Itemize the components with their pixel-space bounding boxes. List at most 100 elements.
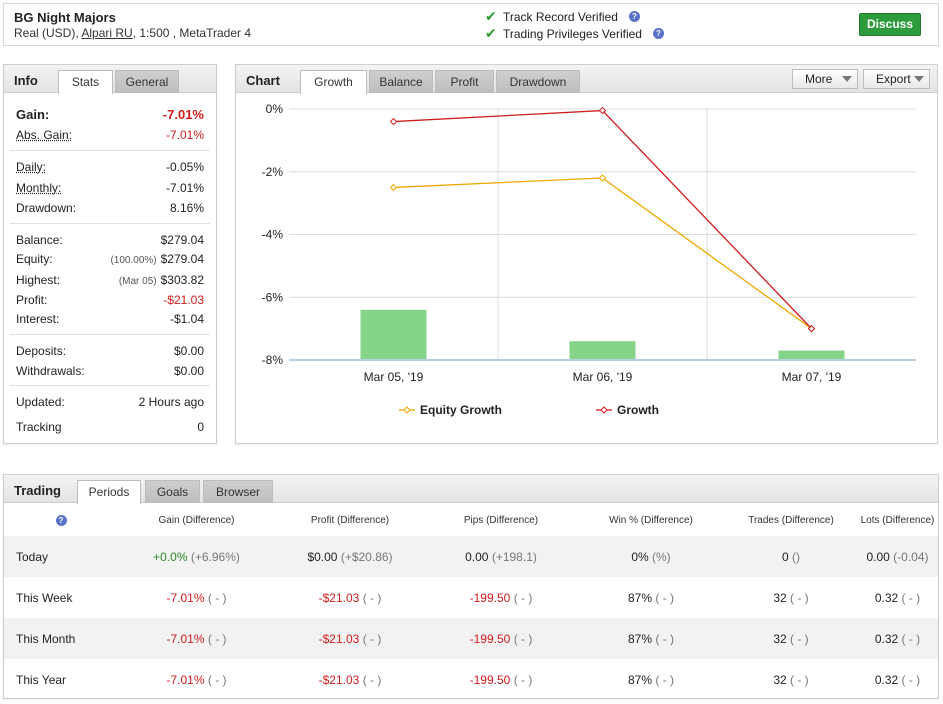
trading-privileges-label: Trading Privileges Verified bbox=[503, 26, 642, 41]
help-icon[interactable]: ? bbox=[652, 28, 664, 39]
tab-stats[interactable]: Stats bbox=[58, 70, 113, 94]
help-icon[interactable]: ? bbox=[55, 514, 67, 526]
abs-gain-label[interactable]: Abs. Gain: bbox=[16, 128, 73, 142]
tab-periods[interactable]: Periods bbox=[77, 480, 141, 504]
cell-difference: ( - ) bbox=[901, 590, 921, 605]
cell-value: 0.32 bbox=[874, 631, 899, 646]
period-cell: Today bbox=[4, 536, 118, 577]
pips-cell: -199.50 ( - ) bbox=[425, 618, 577, 659]
daily-label[interactable]: Daily: bbox=[16, 160, 47, 174]
equity-label: Equity: bbox=[16, 252, 53, 266]
drawdown-label: Drawdown: bbox=[16, 201, 77, 215]
cell-difference: ( - ) bbox=[790, 672, 809, 687]
profit-value: -$21.03 bbox=[163, 293, 204, 307]
lots-cell: 0.00 (-0.04) bbox=[857, 536, 938, 577]
cell-value: 0.32 bbox=[874, 590, 899, 605]
data-point bbox=[389, 117, 398, 126]
y-tick-label: -6% bbox=[262, 290, 284, 304]
table-row: This Month -7.01% ( - ) -$21.03 ( - ) -199.… bbox=[4, 618, 938, 659]
cell-value: 32 bbox=[773, 590, 787, 605]
period-cell: This Week bbox=[4, 577, 118, 618]
legend-label: Growth bbox=[617, 403, 659, 417]
deposits-row: Deposits: $0.00 bbox=[16, 344, 204, 358]
gain-cell: +0.0% (+6.96%) bbox=[118, 536, 275, 577]
cell-value: -$21.03 bbox=[318, 590, 360, 605]
period-cell: This Year bbox=[4, 659, 118, 700]
cell-value: $0.00 bbox=[307, 549, 338, 564]
tracking-label: Tracking bbox=[16, 420, 62, 434]
divider bbox=[10, 385, 210, 386]
monthly-value: -7.01% bbox=[165, 181, 204, 195]
period-label: This Month bbox=[16, 631, 76, 646]
tab-browser[interactable]: Browser bbox=[203, 480, 273, 503]
cell-value: -7.01% bbox=[166, 590, 205, 605]
tracking-value: 0 bbox=[197, 420, 204, 434]
monthly-label[interactable]: Monthly: bbox=[16, 181, 62, 195]
discuss-button[interactable]: Discuss bbox=[859, 13, 921, 36]
monthly-row: Monthly: -7.01% bbox=[16, 181, 204, 195]
equity-row: Equity: (100.00%) $279.04 bbox=[16, 252, 204, 266]
win-cell: 87% ( - ) bbox=[577, 618, 725, 659]
cell-difference: ( - ) bbox=[655, 590, 675, 605]
growth-chart: 0% -2% -4% -6% -8% Mar 05, '19 Mar 06, '19 Mar … bbox=[262, 102, 916, 417]
column-header: Lots (Difference) bbox=[860, 514, 935, 526]
interest-label: Interest: bbox=[16, 312, 60, 326]
cell-difference: (+198.1) bbox=[491, 549, 537, 564]
cell-value: -199.50 bbox=[469, 672, 511, 687]
updated-label: Updated: bbox=[16, 395, 65, 409]
cell-difference: () bbox=[792, 549, 801, 564]
export-label: Export bbox=[876, 72, 911, 86]
gain-label: Gain: bbox=[16, 107, 50, 122]
broker-link[interactable]: Alpari RU bbox=[81, 26, 133, 40]
column-header: Gain (Difference) bbox=[158, 514, 235, 526]
cell-value: +0.0% bbox=[153, 549, 188, 564]
data-point bbox=[598, 106, 607, 115]
info-tabbar: Info Stats General bbox=[4, 65, 216, 94]
pips-cell: 0.00 (+198.1) bbox=[425, 536, 577, 577]
tab-balance[interactable]: Balance bbox=[369, 70, 433, 93]
cell-difference: ( - ) bbox=[362, 631, 382, 646]
tab-profit[interactable]: Profit bbox=[435, 70, 494, 93]
cell-value: 0.32 bbox=[874, 672, 899, 687]
period-label: This Year bbox=[16, 672, 67, 687]
period-cell: This Month bbox=[4, 618, 118, 659]
column-header: Pips (Difference) bbox=[463, 514, 539, 526]
tab-goals[interactable]: Goals bbox=[145, 480, 200, 503]
abs-gain-row: Abs. Gain: -7.01% bbox=[16, 128, 204, 142]
deposits-value: $0.00 bbox=[173, 344, 204, 358]
lots-cell: 0.32 ( - ) bbox=[857, 659, 938, 700]
cell-value: -199.50 bbox=[469, 631, 511, 646]
track-record-verified: ✔ Track Record Verified ? bbox=[485, 8, 640, 25]
cell-difference: ( - ) bbox=[513, 590, 533, 605]
balance-row: Balance: $279.04 bbox=[16, 233, 204, 247]
cell-difference: ( - ) bbox=[207, 590, 227, 605]
profit-cell: -$21.03 ( - ) bbox=[275, 577, 425, 618]
help-icon[interactable]: ? bbox=[628, 11, 640, 22]
trading-tabbar: Trading Periods Goals Browser bbox=[4, 475, 938, 504]
track-record-label: Track Record Verified bbox=[503, 9, 618, 24]
trades-cell: 32 ( - ) bbox=[725, 618, 857, 659]
tab-general[interactable]: General bbox=[115, 70, 179, 93]
cell-difference: ( - ) bbox=[513, 631, 533, 646]
header-help-cell: ? bbox=[4, 504, 118, 536]
tab-growth[interactable]: Growth bbox=[300, 70, 367, 94]
more-dropdown[interactable]: More bbox=[792, 69, 858, 89]
trades-cell: 32 ( - ) bbox=[725, 659, 857, 700]
cell-difference: ( - ) bbox=[655, 631, 675, 646]
cell-value: -$21.03 bbox=[318, 672, 360, 687]
lots-cell: 0.32 ( - ) bbox=[857, 577, 938, 618]
cell-value: 87% bbox=[627, 672, 653, 687]
gain-value: -7.01% bbox=[162, 107, 204, 122]
highest-date: (Mar 05) bbox=[118, 276, 157, 287]
cell-value: -$21.03 bbox=[318, 631, 360, 646]
chart-title: Chart bbox=[246, 73, 280, 88]
table-header-row: ? Gain (Difference) Profit (Difference) … bbox=[4, 504, 938, 536]
profit-row: Profit: -$21.03 bbox=[16, 293, 204, 307]
tracking-row: Tracking 0 bbox=[16, 420, 204, 434]
cell-difference: (+$20.86) bbox=[340, 549, 393, 564]
win-cell: 0% (%) bbox=[577, 536, 725, 577]
pips-cell: -199.50 ( - ) bbox=[425, 577, 577, 618]
export-dropdown[interactable]: Export bbox=[863, 69, 930, 89]
info-panel: Info Stats General Gain: -7.01% Abs. Gai… bbox=[3, 64, 217, 444]
tab-drawdown[interactable]: Drawdown bbox=[496, 70, 580, 93]
